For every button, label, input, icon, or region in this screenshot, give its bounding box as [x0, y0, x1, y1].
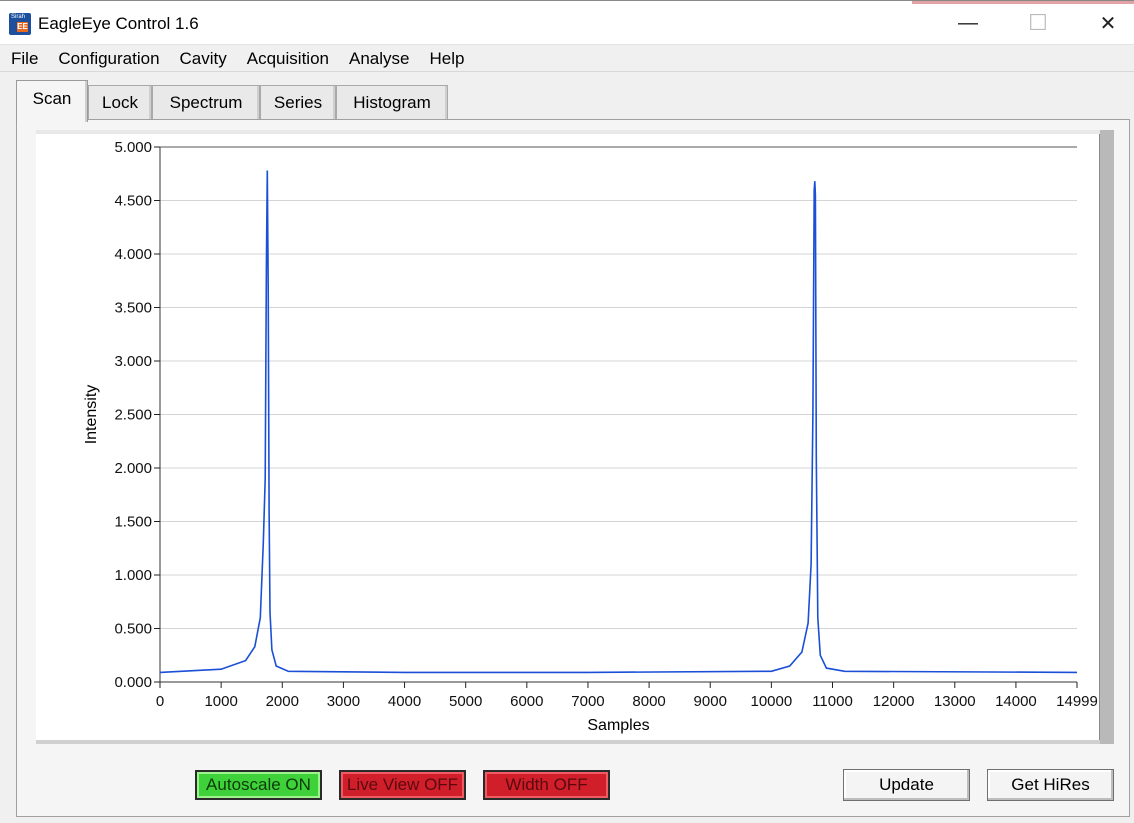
y-axis-label: Intensity — [83, 385, 100, 445]
get-hires-button[interactable]: Get HiRes — [987, 769, 1114, 801]
autoscale-label: Autoscale ON — [206, 775, 311, 794]
graph-bottom-shade — [36, 740, 1100, 744]
graph-top-shade — [36, 130, 1100, 134]
title-bar: Sirah EE EagleEye Control 1.6 — ☐ ✕ — [0, 0, 1134, 44]
minimize-button[interactable]: — — [934, 1, 1002, 45]
tab-spectrum-label: Spectrum — [169, 92, 243, 112]
x-tick-label: 8000 — [632, 693, 665, 710]
x-tick-label: 14000 — [995, 693, 1037, 710]
menu-file[interactable]: File — [11, 48, 39, 68]
x-tick-label: 7000 — [571, 693, 604, 710]
tab-scan-label: Scan — [32, 89, 72, 108]
y-tick-label: 3.000 — [114, 353, 152, 370]
menu-acquisition[interactable]: Acquisition — [246, 48, 329, 68]
close-icon: ✕ — [1099, 12, 1117, 35]
x-tick-label: 4000 — [388, 693, 421, 710]
y-tick-label: 1.000 — [114, 567, 152, 584]
width-toggle[interactable]: Width OFF — [483, 770, 610, 800]
y-tick-label: 0.000 — [114, 674, 152, 691]
app-icon-label: Sirah — [11, 14, 26, 20]
x-tick-label: 12000 — [873, 693, 915, 710]
app-icon-badge: EE — [17, 22, 28, 32]
menu-bar: File Configuration Cavity Acquisition An… — [0, 44, 1134, 72]
series-line — [159, 170, 1078, 674]
tab-scan[interactable]: Scan — [16, 80, 88, 122]
get-hires-label: Get HiRes — [1011, 775, 1090, 794]
scan-plot[interactable]: 0.000 0.500 1.000 1.500 2.000 2.500 3.000 3.500… — [36, 130, 1100, 744]
x-tick-labels: 0 1000 2000 3000 4000 5000 6000 7000 8000 9000 100… — [156, 682, 1098, 710]
tab-lock[interactable]: Lock — [88, 85, 152, 119]
menu-help[interactable]: Help — [429, 48, 465, 68]
x-tick-label: 13000 — [934, 693, 976, 710]
y-tick-label: 3.500 — [114, 300, 152, 317]
close-button[interactable]: ✕ — [1074, 1, 1134, 45]
tab-series[interactable]: Series — [260, 85, 336, 119]
scan-graph: 0.000 0.500 1.000 1.500 2.000 2.500 3.000 3.500… — [36, 130, 1114, 744]
x-tick-label: 14999 — [1056, 693, 1098, 710]
x-axis-label: Samples — [587, 717, 649, 734]
tab-spectrum[interactable]: Spectrum — [152, 85, 260, 119]
width-label: Width OFF — [505, 775, 588, 794]
y-tick-label: 1.500 — [114, 514, 152, 531]
x-tick-label: 6000 — [510, 693, 543, 710]
x-tick-label: 9000 — [694, 693, 727, 710]
tab-series-label: Series — [273, 92, 323, 112]
x-tick-label: 10000 — [751, 693, 793, 710]
menu-cavity[interactable]: Cavity — [179, 48, 227, 68]
menu-analyse[interactable]: Analyse — [348, 48, 410, 68]
update-button[interactable]: Update — [843, 769, 970, 801]
y-tick-label: 4.000 — [114, 246, 152, 263]
y-tick-label: 2.500 — [114, 407, 152, 424]
x-tick-label: 1000 — [204, 693, 237, 710]
maximize-icon: ☐ — [1028, 10, 1048, 35]
menu-configuration[interactable]: Configuration — [58, 48, 160, 68]
x-tick-label: 0 — [156, 693, 164, 710]
tab-histogram[interactable]: Histogram — [336, 85, 448, 119]
x-tick-label: 3000 — [327, 693, 360, 710]
grid-lines — [160, 200, 1077, 629]
minimize-icon: — — [958, 11, 978, 34]
title-accent — [912, 1, 1134, 4]
y-tick-label: 5.000 — [114, 139, 152, 156]
maximize-button[interactable]: ☐ — [1004, 1, 1072, 45]
live-view-label: Live View OFF — [346, 775, 459, 794]
app-icon: Sirah EE — [9, 13, 31, 35]
update-label: Update — [879, 775, 934, 794]
x-tick-label: 5000 — [449, 693, 482, 710]
autoscale-toggle[interactable]: Autoscale ON — [195, 770, 322, 800]
x-tick-label: 11000 — [812, 693, 853, 710]
y-tick-label: 4.500 — [114, 193, 152, 210]
y-tick-label: 2.000 — [114, 460, 152, 477]
tab-strip: Scan Lock Spectrum Series Histogram — [0, 80, 1134, 122]
live-view-toggle[interactable]: Live View OFF — [339, 770, 466, 800]
tab-histogram-label: Histogram — [353, 92, 431, 112]
window-title: EagleEye Control 1.6 — [38, 14, 199, 33]
y-tick-label: 0.500 — [114, 621, 152, 638]
tab-lock-label: Lock — [102, 92, 138, 112]
x-tick-label: 2000 — [266, 693, 299, 710]
y-tick-labels: 0.000 0.500 1.000 1.500 2.000 2.500 3.000 3.500… — [114, 139, 160, 691]
